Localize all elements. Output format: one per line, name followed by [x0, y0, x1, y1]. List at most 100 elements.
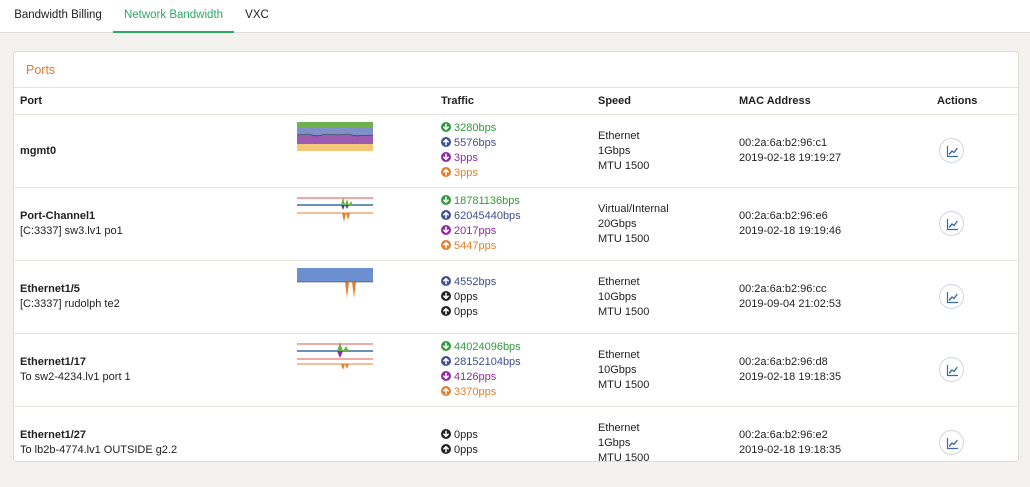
arrow-up-circle-icon — [441, 167, 451, 177]
traffic-value: 62045440bps — [441, 209, 521, 224]
column-header-mac[interactable]: MAC Address — [739, 95, 811, 107]
port-cell: Port-Channel1 [C:3337] sw3.lv1 po1 — [20, 209, 123, 239]
speed-value: Virtual/Internal — [598, 203, 669, 215]
port-cell: Ethernet1/5 [C:3337] rudolph te2 — [20, 282, 120, 312]
table-header: Port Traffic Speed MAC Address Actions — [14, 88, 1018, 115]
last-updated: 2019-09-04 21:02:53 — [739, 298, 842, 310]
port-name[interactable]: Ethernet1/27 — [20, 429, 87, 441]
arrow-down-circle-icon — [441, 152, 451, 162]
arrow-down-circle-icon — [441, 225, 451, 235]
mac-cell: 00:2a:6a:b2:96:c1 2019-02-18 19:19:27 — [739, 136, 841, 166]
traffic-value: 3280bps — [441, 121, 496, 136]
arrow-up-circle-icon — [441, 240, 451, 250]
speed-cell: Ethernet 1Gbps MTU 1500 — [598, 129, 649, 174]
mac-address: 00:2a:6a:b2:96:e2 — [739, 429, 828, 441]
mac-address: 00:2a:6a:b2:96:d8 — [739, 356, 828, 368]
traffic-value: 0pps — [441, 443, 478, 458]
traffic-cell: 0pps 0pps — [441, 428, 478, 458]
traffic-value: 3370pps — [441, 385, 521, 400]
view-graph-button[interactable] — [939, 211, 964, 236]
speed-cell: Ethernet 1Gbps MTU 1500 — [598, 421, 649, 466]
line-chart-icon — [946, 438, 958, 450]
panel-title: Ports — [26, 63, 56, 77]
line-chart-icon — [946, 365, 958, 377]
mac-address: 00:2a:6a:b2:96:cc — [739, 283, 827, 295]
tab-bandwidth-billing[interactable]: Bandwidth Billing — [14, 9, 102, 21]
traffic-value: 5576bps — [441, 136, 496, 151]
speed-value: Ethernet — [598, 349, 640, 361]
speed-value: MTU 1500 — [598, 452, 650, 464]
column-header-traffic[interactable]: Traffic — [441, 95, 475, 107]
mac-cell: 00:2a:6a:b2:96:e6 2019-02-18 19:19:46 — [739, 209, 841, 239]
speed-cell: Ethernet 10Gbps MTU 1500 — [598, 348, 649, 393]
mac-cell: 00:2a:6a:b2:96:e2 2019-02-18 19:18:35 — [739, 428, 841, 458]
arrow-up-circle-icon — [441, 137, 451, 147]
arrow-up-circle-icon — [441, 356, 451, 366]
table-row: Port-Channel1 [C:3337] sw3.lv1 po1 1878113… — [14, 188, 1018, 261]
traffic-sparkline — [297, 195, 373, 228]
arrow-up-circle-icon — [441, 386, 451, 396]
speed-value: Ethernet — [598, 276, 640, 288]
panel-header: Ports — [14, 52, 1018, 88]
speed-value: 10Gbps — [598, 291, 637, 303]
view-graph-button[interactable] — [939, 357, 964, 382]
table-row: Ethernet1/5 [C:3337] rudolph te2 4552bps 0p… — [14, 261, 1018, 334]
port-description: To sw2-4234.lv1 port 1 — [20, 371, 131, 383]
port-name[interactable]: mgmt0 — [20, 145, 57, 157]
view-graph-button[interactable] — [939, 284, 964, 309]
traffic-value: 3pps — [441, 166, 496, 181]
speed-value: MTU 1500 — [598, 379, 650, 391]
port-name[interactable]: Ethernet1/17 — [20, 356, 87, 368]
last-updated: 2019-02-18 19:19:27 — [739, 152, 842, 164]
traffic-value: 0pps — [441, 428, 478, 443]
port-name[interactable]: Ethernet1/5 — [20, 283, 80, 295]
port-description: [C:3337] rudolph te2 — [20, 298, 120, 310]
port-cell: Ethernet1/17 To sw2-4234.lv1 port 1 — [20, 355, 131, 385]
speed-value: Ethernet — [598, 422, 640, 434]
traffic-cell: 44024096bps 28152104bps 4126pps 3370pps — [441, 340, 521, 400]
tab-bar: Bandwidth Billing Network Bandwidth VXC — [0, 0, 1030, 33]
line-chart-icon — [946, 219, 958, 231]
arrow-down-circle-icon — [441, 122, 451, 132]
arrow-down-circle-icon — [441, 291, 451, 301]
mac-address: 00:2a:6a:b2:96:e6 — [739, 210, 828, 222]
view-graph-button[interactable] — [939, 430, 964, 455]
view-graph-button[interactable] — [939, 138, 964, 163]
column-header-speed[interactable]: Speed — [598, 95, 632, 107]
arrow-down-circle-icon — [441, 429, 451, 439]
table-row: Ethernet1/27 To lb2b-4774.lv1 OUTSIDE g2.… — [14, 407, 1018, 480]
port-description: [C:3337] sw3.lv1 po1 — [20, 225, 123, 237]
traffic-value: 4126pps — [441, 370, 521, 385]
speed-cell: Virtual/Internal 20Gbps MTU 1500 — [598, 202, 669, 247]
traffic-value: 0pps — [441, 290, 496, 305]
table-row: mgmt0 3280bps 5576bps 3pps 3pps Ethernet 1Gbps… — [14, 115, 1018, 188]
tab-network-bandwidth[interactable]: Network Bandwidth — [113, 0, 234, 33]
speed-value: MTU 1500 — [598, 160, 650, 172]
speed-value: 10Gbps — [598, 364, 637, 376]
mac-cell: 00:2a:6a:b2:96:d8 2019-02-18 19:18:35 — [739, 355, 841, 385]
arrow-down-circle-icon — [441, 195, 451, 205]
arrow-up-circle-icon — [441, 276, 451, 286]
speed-cell: Ethernet 10Gbps MTU 1500 — [598, 275, 649, 320]
traffic-value: 4552bps — [441, 275, 496, 290]
column-header-actions: Actions — [937, 95, 978, 107]
tab-vxc[interactable]: VXC — [245, 9, 269, 21]
speed-value: MTU 1500 — [598, 306, 650, 318]
speed-value: 1Gbps — [598, 437, 631, 449]
port-description: To lb2b-4774.lv1 OUTSIDE g2.2 — [20, 444, 178, 456]
ports-panel: Ports Port Traffic Speed MAC Address Act… — [13, 51, 1019, 464]
traffic-value: 3pps — [441, 151, 496, 166]
traffic-value: 18781136bps — [441, 194, 521, 209]
column-header-port[interactable]: Port — [20, 95, 42, 107]
mac-cell: 00:2a:6a:b2:96:cc 2019-09-04 21:02:53 — [739, 282, 841, 312]
line-chart-icon — [946, 292, 958, 304]
mac-address: 00:2a:6a:b2:96:c1 — [739, 137, 828, 149]
traffic-sparkline — [297, 268, 373, 301]
port-cell: Ethernet1/27 To lb2b-4774.lv1 OUTSIDE g2.… — [20, 428, 177, 458]
speed-value: Ethernet — [598, 130, 640, 142]
traffic-value: 5447pps — [441, 239, 521, 254]
arrow-down-circle-icon — [441, 371, 451, 381]
speed-value: 20Gbps — [598, 218, 637, 230]
port-name[interactable]: Port-Channel1 — [20, 210, 96, 222]
last-updated: 2019-02-18 19:18:35 — [739, 444, 842, 456]
